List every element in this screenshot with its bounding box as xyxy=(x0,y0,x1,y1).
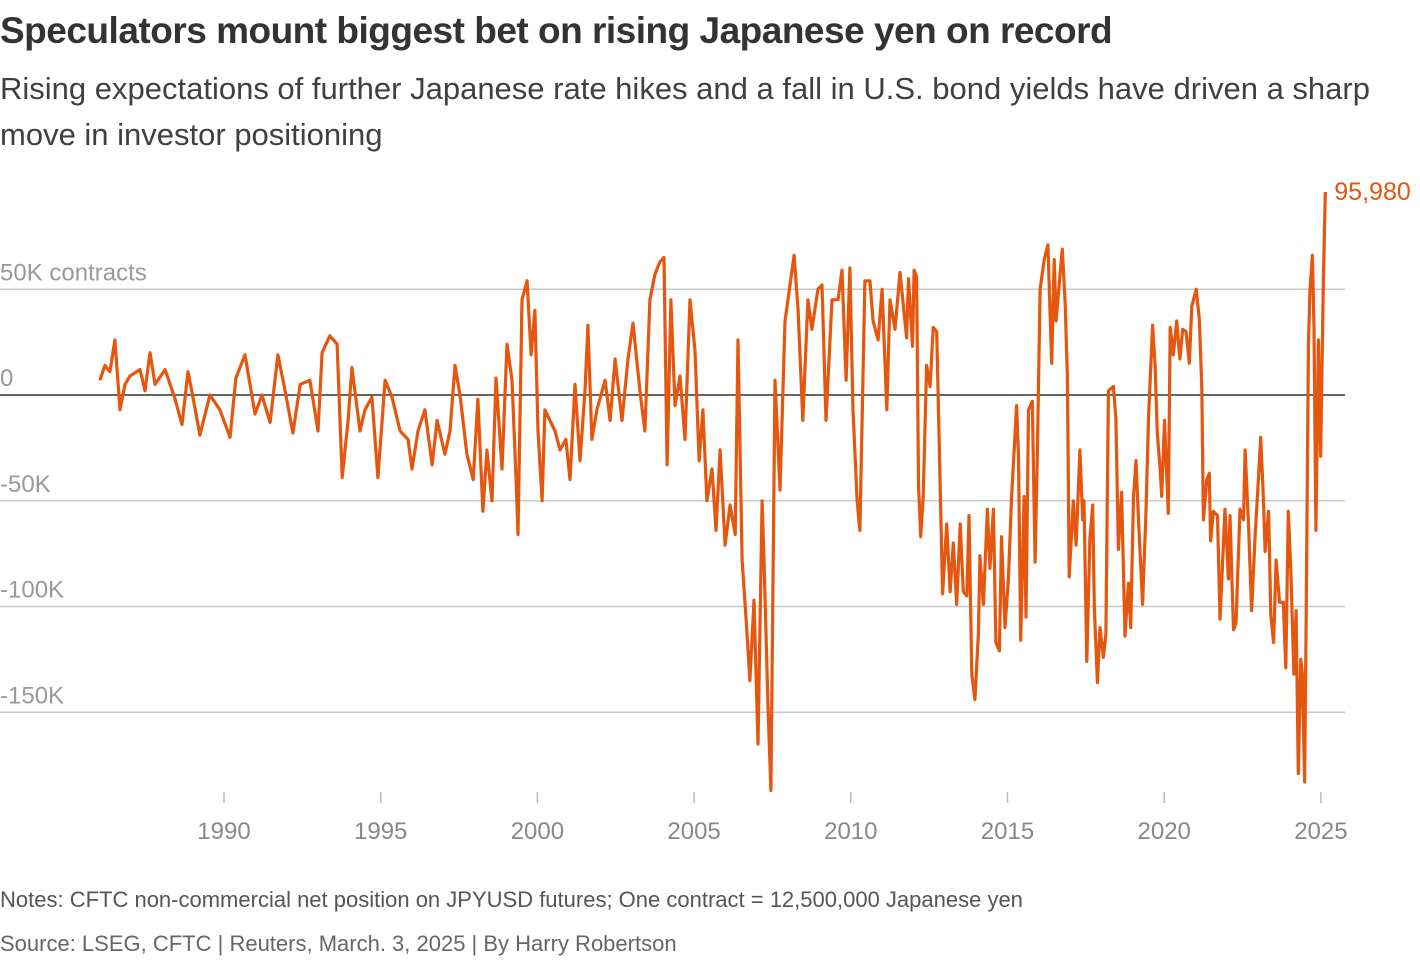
series-line-net-position xyxy=(98,191,1327,793)
y-axis-labels: 50K contracts 0 -50K -100K -150K xyxy=(0,259,147,709)
x-tick-label: 1995 xyxy=(354,818,407,845)
y-tick-label: -150K xyxy=(0,682,64,709)
line-chart: 50K contracts 0 -50K -100K -150K 1990 1995 200… xyxy=(0,178,1411,845)
x-tick-label: 2010 xyxy=(824,818,877,845)
y-tick-label: -100K xyxy=(0,577,64,604)
chart-notes: Notes: CFTC non-commercial net position … xyxy=(0,887,1023,912)
y-tick-label: 0 xyxy=(0,365,13,392)
chart-subtitle: Rising expectations of further Japanese … xyxy=(0,71,1370,152)
x-tick-label: 2000 xyxy=(511,818,564,845)
x-tick-label: 2025 xyxy=(1294,818,1347,845)
x-tick-label: 2005 xyxy=(667,818,720,845)
y-tick-label: -50K xyxy=(0,471,51,498)
y-tick-label: 50K contracts xyxy=(0,259,147,286)
chart-title: Speculators mount biggest bet on rising … xyxy=(0,10,1113,51)
chart-source: Source: LSEG, CFTC | Reuters, March. 3, … xyxy=(0,931,677,956)
end-value-label: 95,980 xyxy=(1334,178,1410,206)
x-tick-label: 2015 xyxy=(981,818,1034,845)
x-axis: 1990 1995 2000 2005 2010 2015 2020 2025 xyxy=(197,792,1348,845)
x-tick-label: 1990 xyxy=(197,818,250,845)
x-tick-label: 2020 xyxy=(1138,818,1191,845)
